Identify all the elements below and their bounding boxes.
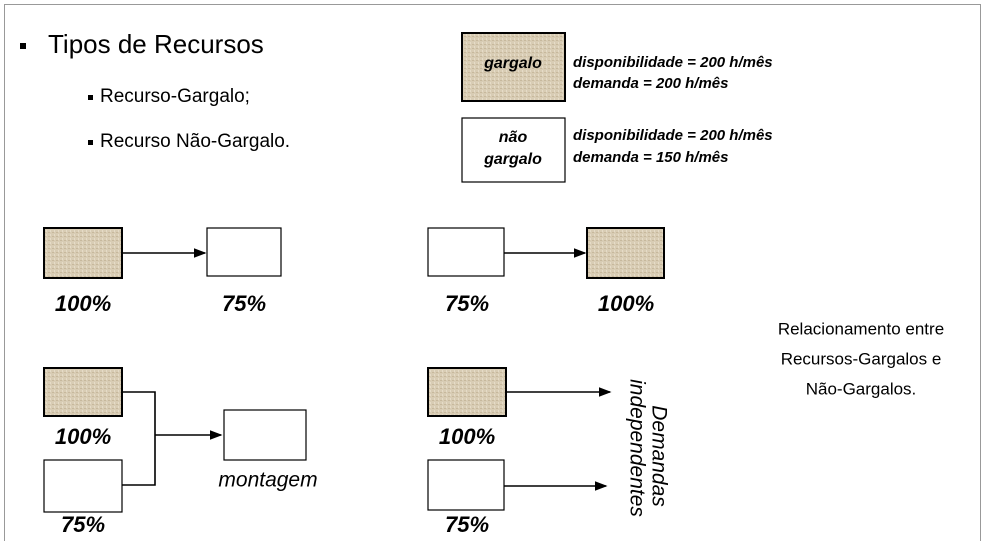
assembly-box — [223, 409, 307, 461]
bullet — [20, 43, 26, 49]
bottleneck-box — [43, 367, 123, 417]
percent: 100% — [598, 291, 654, 316]
non-bottleneck-box — [427, 459, 505, 511]
bullet — [88, 140, 93, 145]
percent: 100% — [55, 424, 111, 449]
legend-text: demanda = 200 h/mês — [573, 75, 729, 92]
legend-label: gargalo — [483, 55, 542, 72]
percent: 100% — [439, 424, 495, 449]
bullet-item: Recurso-Gargalo; — [100, 86, 250, 107]
legend-bottleneck-box — [461, 32, 566, 102]
legend-non-bottleneck-box — [461, 117, 566, 183]
vertical-label: Demandas — [647, 405, 670, 507]
percent: 75% — [61, 512, 105, 537]
legend-text: disponibilidade = 200 h/mês — [573, 54, 773, 71]
vertical-label: independentes — [625, 379, 648, 517]
legend-text: demanda = 150 h/mês — [573, 149, 729, 166]
bottleneck-box — [427, 367, 507, 417]
bullet-item: Recurso Não-Gargalo. — [100, 131, 290, 152]
assembly-label: montagem — [218, 469, 317, 492]
percent: 75% — [445, 291, 489, 316]
slide-border — [4, 4, 981, 541]
non-bottleneck-box — [206, 227, 282, 277]
legend-label: não — [499, 129, 528, 146]
bottleneck-box — [43, 227, 123, 279]
caption: Recursos-Gargalos e — [781, 349, 942, 368]
bullet — [88, 95, 93, 100]
non-bottleneck-box — [427, 227, 505, 277]
title: Tipos de Recursos — [48, 29, 264, 59]
legend-text: disponibilidade = 200 h/mês — [573, 127, 773, 144]
caption: Não-Gargalos. — [806, 379, 917, 398]
non-bottleneck-box — [43, 459, 123, 513]
percent: 75% — [222, 291, 266, 316]
percent: 75% — [445, 512, 489, 537]
percent: 100% — [55, 291, 111, 316]
legend-label: gargalo — [483, 151, 542, 168]
bottleneck-box — [586, 227, 665, 279]
caption: Relacionamento entre — [778, 319, 944, 338]
connector — [122, 391, 156, 486]
